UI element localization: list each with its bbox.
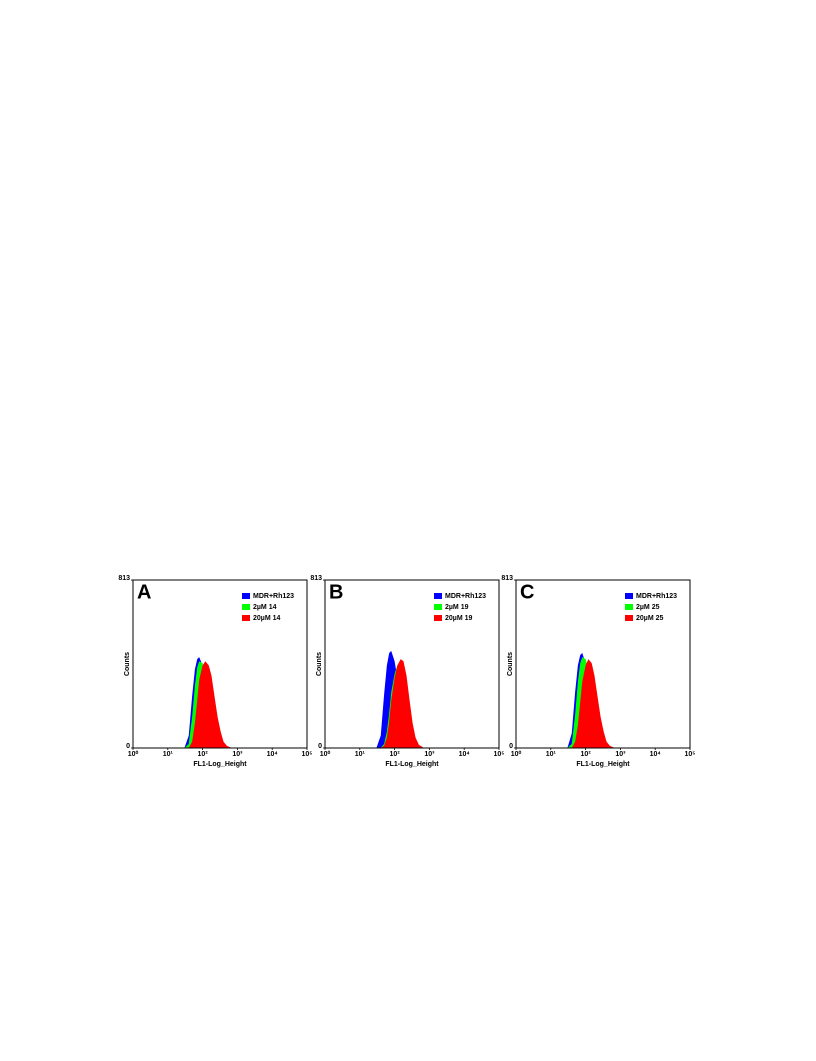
x-tick-label: 10² bbox=[390, 751, 401, 758]
legend-label: 2µM 19 bbox=[445, 604, 469, 611]
x-tick-label: 10⁰ bbox=[320, 750, 331, 758]
x-tick-label: 10⁴ bbox=[459, 751, 471, 758]
panel-label: A bbox=[137, 581, 151, 603]
histogram-area bbox=[567, 659, 621, 748]
x-tick-label: 10¹ bbox=[546, 751, 557, 758]
x-tick-label: 10³ bbox=[424, 751, 435, 758]
x-tick-label: 10² bbox=[581, 751, 592, 758]
plot-frame bbox=[324, 579, 500, 749]
legend-swatch bbox=[625, 615, 633, 621]
y-tick-label: 813 bbox=[310, 575, 322, 582]
panel-label: C bbox=[520, 581, 534, 603]
legend-swatch bbox=[242, 593, 250, 599]
x-tick-label: 10³ bbox=[232, 751, 243, 758]
legend-swatch bbox=[242, 604, 250, 610]
x-tick-label: 10⁵ bbox=[301, 751, 312, 758]
y-tick-label: 813 bbox=[118, 575, 130, 582]
legend-label: 20µM 14 bbox=[253, 615, 280, 622]
legend-label: 2µM 14 bbox=[253, 604, 277, 611]
x-tick-label: 10⁰ bbox=[511, 750, 522, 758]
y-axis-label: Counts bbox=[507, 652, 514, 676]
legend-swatch bbox=[625, 604, 633, 610]
legend-label: MDR+Rh123 bbox=[253, 593, 294, 600]
legend-swatch bbox=[434, 604, 442, 610]
x-tick-label: 10⁰ bbox=[128, 750, 139, 758]
x-tick-label: 10¹ bbox=[355, 751, 366, 758]
x-tick-label: 10⁵ bbox=[493, 751, 504, 758]
plot-frame bbox=[515, 579, 691, 749]
x-axis-label: FL1-Log_Height bbox=[576, 761, 630, 768]
legend-swatch bbox=[625, 593, 633, 599]
legend-label: 20µM 19 bbox=[445, 615, 472, 622]
y-tick-label: 0 bbox=[318, 743, 322, 750]
y-tick-label: 0 bbox=[126, 743, 130, 750]
legend-label: MDR+Rh123 bbox=[445, 593, 486, 600]
x-tick-label: 10⁴ bbox=[650, 751, 662, 758]
x-tick-label: 10² bbox=[198, 751, 209, 758]
y-axis-label: Counts bbox=[316, 652, 323, 676]
plot-frame bbox=[132, 579, 308, 749]
x-tick-label: 10⁵ bbox=[684, 751, 695, 758]
histogram-area bbox=[376, 659, 430, 748]
legend-label: 2µM 25 bbox=[636, 604, 660, 611]
x-tick-label: 10³ bbox=[615, 751, 626, 758]
legend-swatch bbox=[242, 615, 250, 621]
legend-swatch bbox=[434, 615, 442, 621]
x-tick-label: 10⁴ bbox=[267, 751, 279, 758]
y-tick-label: 0 bbox=[509, 743, 513, 750]
legend-label: 20µM 25 bbox=[636, 615, 663, 622]
histogram-area bbox=[184, 661, 238, 748]
x-tick-label: 10¹ bbox=[163, 751, 174, 758]
x-axis-label: FL1-Log_Height bbox=[193, 761, 247, 768]
panel-label: B bbox=[329, 581, 343, 603]
legend-label: MDR+Rh123 bbox=[636, 593, 677, 600]
x-axis-label: FL1-Log_Height bbox=[385, 761, 439, 768]
y-axis-label: Counts bbox=[124, 652, 131, 676]
y-tick-label: 813 bbox=[501, 575, 513, 582]
legend-swatch bbox=[434, 593, 442, 599]
